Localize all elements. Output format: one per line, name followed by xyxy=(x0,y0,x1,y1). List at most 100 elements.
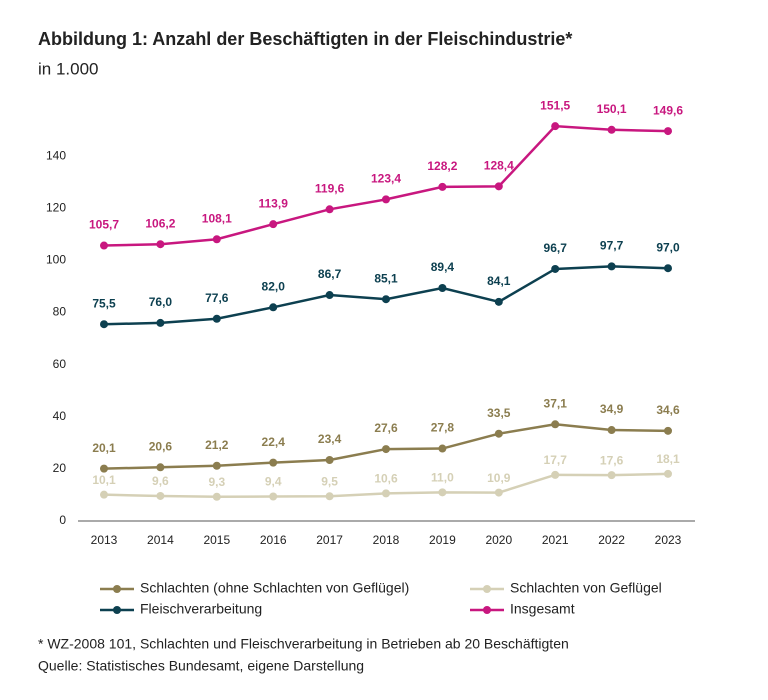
data-point xyxy=(269,303,278,312)
data-label: 85,1 xyxy=(374,271,398,285)
y-tick-label: 100 xyxy=(46,253,66,267)
legend-label: Insgesamt xyxy=(510,601,575,617)
data-label: 96,7 xyxy=(544,241,568,255)
data-label: 9,3 xyxy=(208,475,225,489)
source: Quelle: Statistisches Bundesamt, eigene … xyxy=(38,658,364,674)
data-point xyxy=(269,492,278,501)
data-label: 75,5 xyxy=(92,296,116,310)
data-label: 34,6 xyxy=(656,403,680,417)
y-tick-label: 60 xyxy=(53,357,67,371)
data-label: 37,1 xyxy=(544,396,568,410)
data-point xyxy=(156,318,165,327)
data-label: 33,5 xyxy=(487,406,511,420)
data-label: 9,5 xyxy=(321,474,338,488)
data-label: 84,1 xyxy=(487,274,511,288)
data-label: 27,8 xyxy=(431,421,455,435)
data-point xyxy=(100,464,108,473)
data-point xyxy=(100,241,108,250)
data-label: 20,6 xyxy=(149,439,173,453)
data-point xyxy=(325,492,334,501)
data-label: 150,1 xyxy=(597,102,627,116)
data-label: 34,9 xyxy=(600,402,624,416)
legend-label: Schlachten von Geflügel xyxy=(510,580,662,596)
legend-label: Fleischverarbeitung xyxy=(140,601,262,617)
data-point xyxy=(494,429,503,438)
data-point xyxy=(438,182,447,191)
y-tick-label: 140 xyxy=(46,148,66,162)
x-tick-label: 2017 xyxy=(316,533,343,547)
data-point xyxy=(212,314,221,323)
x-tick-label: 2013 xyxy=(91,533,118,547)
data-label: 123,4 xyxy=(371,172,401,186)
y-tick-label: 80 xyxy=(53,305,67,319)
data-point xyxy=(664,127,672,136)
data-label: 27,6 xyxy=(374,421,398,435)
data-point xyxy=(382,489,390,498)
x-tick-label: 2019 xyxy=(429,533,456,547)
data-label: 89,4 xyxy=(431,260,455,274)
legend-marker xyxy=(483,606,491,614)
y-tick-label: 40 xyxy=(53,409,67,423)
data-point xyxy=(607,262,616,271)
chart-title: Abbildung 1: Anzahl der Beschäftigten in… xyxy=(38,29,572,49)
series-line xyxy=(103,124,669,247)
data-point xyxy=(607,426,616,435)
data-point xyxy=(269,220,278,229)
data-label: 9,6 xyxy=(152,474,169,488)
data-label: 9,4 xyxy=(265,475,282,489)
data-label: 105,7 xyxy=(89,218,119,232)
data-label: 106,2 xyxy=(145,216,175,230)
data-point xyxy=(156,240,165,249)
data-label: 10,9 xyxy=(487,471,511,485)
data-point xyxy=(212,235,221,244)
legend-marker xyxy=(113,606,121,614)
data-point xyxy=(382,295,390,304)
data-label: 149,6 xyxy=(653,103,683,117)
x-tick-label: 2022 xyxy=(598,533,625,547)
data-point xyxy=(212,461,221,470)
data-label: 97,7 xyxy=(600,239,624,253)
data-point xyxy=(325,291,334,300)
data-point xyxy=(156,491,165,500)
data-point xyxy=(100,490,108,499)
x-tick-label: 2021 xyxy=(542,533,569,547)
data-point xyxy=(156,463,165,472)
data-label: 20,1 xyxy=(92,441,116,455)
data-point xyxy=(325,205,334,214)
data-label: 97,0 xyxy=(656,240,680,254)
legend-marker xyxy=(113,585,121,593)
data-label: 18,1 xyxy=(656,452,680,466)
data-label: 17,7 xyxy=(544,453,568,467)
data-label: 76,0 xyxy=(149,295,173,309)
x-tick-label: 2023 xyxy=(655,533,682,547)
data-point xyxy=(212,492,221,501)
data-point xyxy=(494,182,503,191)
data-point xyxy=(438,488,447,497)
data-label: 119,6 xyxy=(315,181,345,195)
data-label: 77,6 xyxy=(205,291,229,305)
data-label: 10,1 xyxy=(92,473,116,487)
data-point xyxy=(494,297,503,306)
data-label: 108,1 xyxy=(202,211,232,225)
data-label: 82,0 xyxy=(262,279,286,293)
data-point xyxy=(269,458,278,467)
y-tick-label: 120 xyxy=(46,200,66,214)
data-point xyxy=(607,471,616,480)
legend-marker xyxy=(483,585,491,593)
legend-label: Schlachten (ohne Schlachten von Geflügel… xyxy=(140,580,409,596)
data-point xyxy=(664,469,672,478)
y-tick-label: 0 xyxy=(59,513,66,527)
data-label: 113,9 xyxy=(259,196,289,210)
data-point xyxy=(664,426,672,435)
data-label: 151,5 xyxy=(540,98,570,112)
data-point xyxy=(551,264,560,273)
x-tick-label: 2014 xyxy=(147,533,174,547)
data-label: 21,2 xyxy=(205,438,229,452)
data-point xyxy=(664,264,672,273)
data-label: 128,2 xyxy=(427,159,457,173)
x-tick-label: 2018 xyxy=(373,533,400,547)
x-tick-label: 2016 xyxy=(260,533,287,547)
y-tick-label: 20 xyxy=(53,461,67,475)
chart-subtitle: in 1.000 xyxy=(38,59,99,78)
